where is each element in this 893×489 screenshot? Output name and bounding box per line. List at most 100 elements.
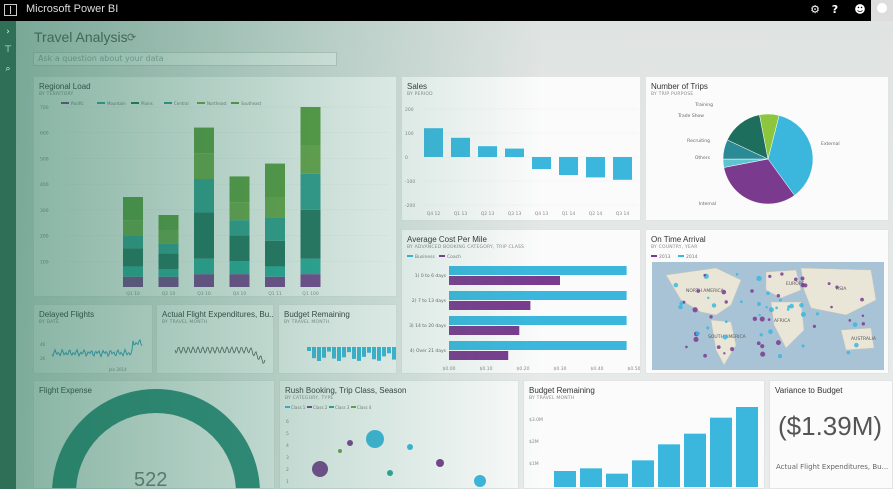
- map-point: [799, 302, 804, 308]
- gauge-value: 522: [134, 469, 168, 489]
- tile-title: Variance to Budget: [775, 386, 843, 395]
- bar-segment: [194, 179, 214, 213]
- y-tick-label: 4K: [40, 342, 46, 347]
- bar-segment: [300, 145, 321, 174]
- bar: [532, 157, 551, 169]
- scatter-point: [366, 430, 384, 448]
- tile-number-of-trips[interactable]: Number of Trips BY TRIP PURPOSE External…: [645, 76, 889, 221]
- bar-segment: [300, 209, 321, 259]
- map-point: [861, 314, 865, 317]
- bar-segment: [194, 258, 214, 275]
- tile-sales[interactable]: Sales BY PERIOD 200 100 0 -100 -200 Q4 12 Q1 1…: [401, 76, 641, 221]
- smiley-icon[interactable]: ☻: [854, 3, 866, 16]
- bar: [658, 444, 680, 487]
- bar-segment: [158, 269, 179, 277]
- pin-icon[interactable]: ⊤: [4, 45, 12, 55]
- legend-swatch: [231, 102, 239, 104]
- delayed-flights-chart: 4K 2K Jan 2014: [40, 338, 143, 372]
- sales-chart: 200 100 0 -100 -200 Q4 12 Q1 13 Q2 13 Q3 13 Q4 13…: [405, 107, 637, 217]
- bar: [449, 316, 627, 325]
- y-tick-label: $3.0M: [529, 417, 543, 423]
- map-point: [729, 347, 735, 352]
- legend-swatch: [131, 102, 139, 104]
- bar: [362, 347, 366, 357]
- map-point: [848, 318, 852, 322]
- bar: [332, 347, 336, 359]
- bar: [317, 347, 321, 361]
- expand-icon[interactable]: ›: [6, 27, 10, 37]
- search-icon[interactable]: ⌕: [5, 64, 11, 74]
- map-point: [679, 301, 684, 306]
- y-tick-label: 100: [40, 259, 49, 265]
- legend-swatch: [651, 255, 657, 257]
- bar-segment: [123, 276, 143, 287]
- y-tick-label: 400: [40, 182, 49, 188]
- x-tick-label: Q3 14: [616, 211, 630, 217]
- bar: [424, 128, 443, 157]
- power-bi-logo-icon[interactable]: [4, 4, 17, 16]
- x-tick-label: Q2 10: [162, 291, 176, 297]
- tile-variance-to-budget[interactable]: Variance to Budget ($1.39M) Actual Fligh…: [769, 380, 893, 489]
- bar: [352, 347, 356, 359]
- bar: [392, 347, 396, 360]
- y-tick-label: 2K: [40, 356, 46, 361]
- bar: [586, 157, 605, 178]
- slice-label: External: [821, 141, 840, 147]
- tile-delayed-flights[interactable]: Delayed Flights BY DATE 4K 2K Jan 2014: [33, 304, 153, 374]
- y-tick-label: 2) 7 to 13 days: [412, 298, 447, 304]
- y-tick-label: -200: [405, 203, 415, 209]
- avatar[interactable]: [871, 0, 893, 21]
- x-tick-label: Q2 13: [481, 211, 495, 217]
- bar-segment: [229, 235, 250, 262]
- map-label: AFRICA: [774, 318, 791, 324]
- slice-label: Others: [695, 155, 711, 161]
- map-point: [752, 316, 758, 321]
- map-point: [760, 344, 765, 349]
- y-tick-label: 3) 14 to 20 days: [409, 323, 447, 329]
- bar: [449, 291, 627, 300]
- bar: [342, 347, 346, 358]
- map-point: [673, 282, 679, 288]
- map-point: [827, 282, 831, 286]
- tile-flight-expense[interactable]: Flight Expense 522: [33, 380, 275, 489]
- tile-budget-remaining-large[interactable]: Budget Remaining BY TRAVEL MONTH $3.0M $2…: [523, 380, 765, 489]
- bar: [382, 347, 386, 357]
- help-icon[interactable]: ?: [831, 3, 839, 16]
- map-point: [716, 345, 721, 350]
- bar-segment: [229, 274, 250, 287]
- map-point: [740, 300, 743, 304]
- variance-footer: Actual Flight Expenditures, Bu...: [776, 463, 889, 471]
- x-tick-label: Q4 12: [427, 211, 441, 217]
- tile-average-cost-per-mile[interactable]: Average Cost Per Mile BY ADVANCED BOOKIN…: [401, 229, 641, 374]
- map-point: [800, 276, 805, 281]
- tile-actual-flight-expenditures[interactable]: Actual Flight Expenditures, Bu... BY TRA…: [156, 304, 274, 374]
- regional-load-chart: Pacific Mountain Plains Central Northeast Sou…: [40, 101, 389, 297]
- scatter-point: [338, 449, 342, 453]
- map-point: [854, 342, 859, 348]
- x-tick-label: $0.10: [480, 366, 493, 372]
- map-point: [777, 353, 783, 359]
- bar-segment: [265, 266, 285, 277]
- tile-budget-remaining-small[interactable]: Budget Remaining BY TRAVEL MONTH: [278, 304, 397, 374]
- refresh-icon[interactable]: ⟳: [127, 31, 137, 44]
- map-point: [724, 320, 728, 324]
- map-point: [703, 353, 707, 358]
- bar: [449, 341, 627, 350]
- x-tick-label: Jan 2014: [108, 367, 127, 372]
- map-point: [775, 340, 781, 346]
- legend-swatch: [61, 102, 69, 104]
- bar-segment: [194, 153, 214, 179]
- bar: [357, 347, 361, 361]
- bar: [367, 347, 371, 353]
- tile-regional-load[interactable]: Regional Load BY TERRITORY Pacific Mounta…: [33, 76, 397, 297]
- legend-label: Business: [415, 254, 435, 260]
- tile-rush-booking[interactable]: Rush Booking, Trip Class, Season BY CATE…: [279, 380, 519, 489]
- gear-icon[interactable]: ⚙: [810, 3, 820, 16]
- bar-segment: [158, 243, 179, 254]
- map-point: [765, 306, 768, 309]
- map-point: [768, 274, 772, 279]
- bar: [559, 157, 578, 175]
- bar: [307, 347, 311, 351]
- tile-on-time-arrival[interactable]: On Time Arrival BY COUNTRY, YEAR 2013 201…: [645, 229, 889, 374]
- qa-input[interactable]: Ask a question about your data: [33, 52, 337, 66]
